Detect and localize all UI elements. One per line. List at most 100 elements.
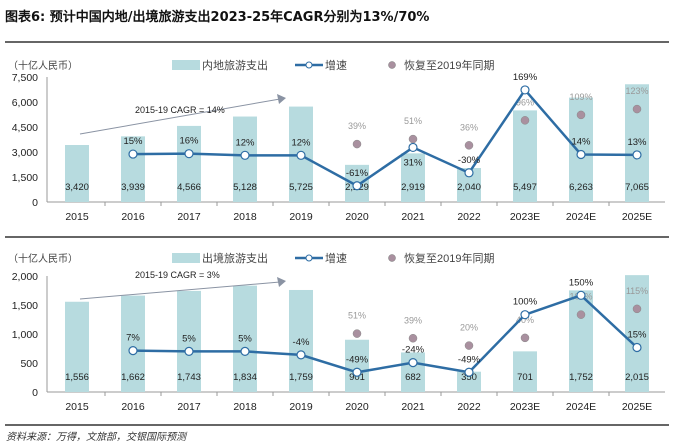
growth-label: -61% [346, 168, 369, 179]
bar-2018 [233, 285, 257, 392]
growth-label: 100% [513, 297, 538, 308]
legend-dot-swatch [388, 61, 396, 69]
bar-2017 [177, 290, 201, 392]
divider [5, 424, 669, 426]
x-tick-label: 2016 [121, 211, 145, 223]
growth-label: 5% [182, 333, 196, 344]
recovery-dot-2023E [520, 116, 530, 125]
legend-line-marker [305, 61, 313, 69]
y-tick-label: 1,500 [12, 300, 38, 312]
legend-bar-label: 出境旅游支出 [202, 251, 268, 265]
y-tick-label: 0 [32, 197, 38, 209]
y-tick-label: 4,500 [12, 122, 38, 134]
growth-label: -24% [402, 345, 425, 356]
bar-value-label: 2,015 [625, 372, 649, 383]
bar-value-label: 1,662 [121, 372, 145, 383]
domestic-chart: （十亿人民币） 内地旅游支出 增速 恢复至2019年同期 0 1,500 3,000 4,50… [8, 58, 665, 223]
source-note: 资料来源：万得，文旅部，交银国际预测 [6, 432, 186, 443]
x-tick-label: 2018 [233, 401, 257, 413]
unit-label: （十亿人民币） [8, 59, 78, 72]
legend-bar-swatch [172, 253, 200, 263]
recovery-dot-2025E [632, 304, 642, 314]
legend-line-label: 增速 [325, 251, 347, 265]
growth-label: 13% [627, 137, 647, 148]
bar-value-label: 5,497 [513, 182, 537, 193]
growth-marker [352, 181, 362, 191]
growth-marker [240, 346, 250, 357]
x-tick-label: 2020 [345, 211, 369, 223]
bar-value-label: 1,759 [289, 372, 313, 383]
x-tick-label: 2019 [289, 401, 313, 413]
recovery-dot-2020 [352, 139, 362, 149]
growth-marker [464, 367, 474, 377]
cagr-arrowhead [277, 277, 286, 287]
legend-line-marker [305, 254, 313, 262]
growth-marker [464, 168, 474, 178]
recovery-label: 51% [404, 116, 422, 126]
recovery-dot-2023E [520, 333, 530, 343]
cagr-arrowhead [277, 94, 286, 104]
x-tick-label: 2020 [345, 401, 369, 413]
recovery-label: 39% [404, 315, 422, 325]
recovery-dot-2022 [464, 141, 474, 150]
growth-marker [184, 346, 194, 357]
growth-marker [408, 358, 418, 368]
growth-label: -30% [458, 155, 481, 166]
growth-label: -4% [293, 337, 310, 348]
cagr-annotation: 2015-19 CAGR = 3% [135, 270, 220, 280]
legend-dot-label: 恢复至2019年同期 [404, 58, 494, 72]
growth-marker [128, 346, 138, 356]
y-tick-label: 500 [20, 358, 38, 370]
bar-2015 [65, 145, 89, 202]
growth-label: 5% [238, 333, 252, 344]
bar-value-label: 2,040 [457, 182, 481, 193]
recovery-dot-2025E [632, 104, 642, 114]
bar-2020 [345, 339, 369, 392]
recovery-dot-2021 [408, 134, 418, 144]
growth-marker [520, 85, 530, 95]
bar-value-label: 1,834 [233, 372, 257, 383]
growth-label: 31% [403, 157, 423, 168]
bar-value-label: 701 [517, 372, 533, 383]
growth-label: 15% [627, 330, 647, 341]
growth-label: 12% [235, 137, 255, 148]
bar-value-label: 901 [349, 372, 365, 383]
recovery-label: 36% [460, 122, 478, 132]
x-tick-label: 2018 [233, 211, 257, 223]
bar-value-label: 5,128 [233, 182, 257, 193]
recovery-label: 51% [348, 311, 366, 321]
x-tick-label: 2017 [177, 211, 201, 223]
bar-2024E [569, 290, 593, 392]
growth-line [132, 87, 638, 188]
x-tick-label: 2022 [457, 401, 481, 413]
bar-2023E [513, 351, 537, 392]
growth-marker [576, 149, 586, 160]
growth-marker [408, 142, 418, 153]
bar-2019 [289, 289, 313, 392]
growth-marker [240, 150, 250, 160]
x-tick-label: 2019 [289, 211, 313, 223]
legend-bar-swatch [172, 60, 200, 70]
x-tick-label: 2015 [65, 401, 89, 413]
figure-title: 图表6: 预计中国内地/出境旅游支出2023-25年CAGR分别为13%/70% [5, 10, 430, 25]
growth-label: 169% [513, 72, 538, 83]
bar-value-label: 1,752 [569, 372, 593, 383]
recovery-label: 109% [569, 92, 592, 102]
bar-value-label: 1,556 [65, 372, 89, 383]
growth-marker [184, 149, 194, 159]
legend-dot-swatch [388, 254, 396, 262]
bar-value-label: 3,939 [121, 182, 145, 193]
bar-2022 [457, 371, 481, 392]
growth-label: -49% [346, 354, 369, 365]
growth-marker [632, 150, 642, 160]
growth-label: 15% [123, 136, 143, 147]
recovery-label: 123% [625, 86, 648, 96]
bar-2016 [121, 295, 145, 392]
legend-bar-label: 内地旅游支出 [202, 58, 268, 72]
y-tick-label: 7,500 [12, 72, 38, 84]
growth-label: 14% [571, 137, 591, 148]
legend-dot-label: 恢复至2019年同期 [404, 251, 494, 265]
x-tick-label: 2017 [177, 401, 201, 413]
bar-2016 [121, 136, 145, 202]
